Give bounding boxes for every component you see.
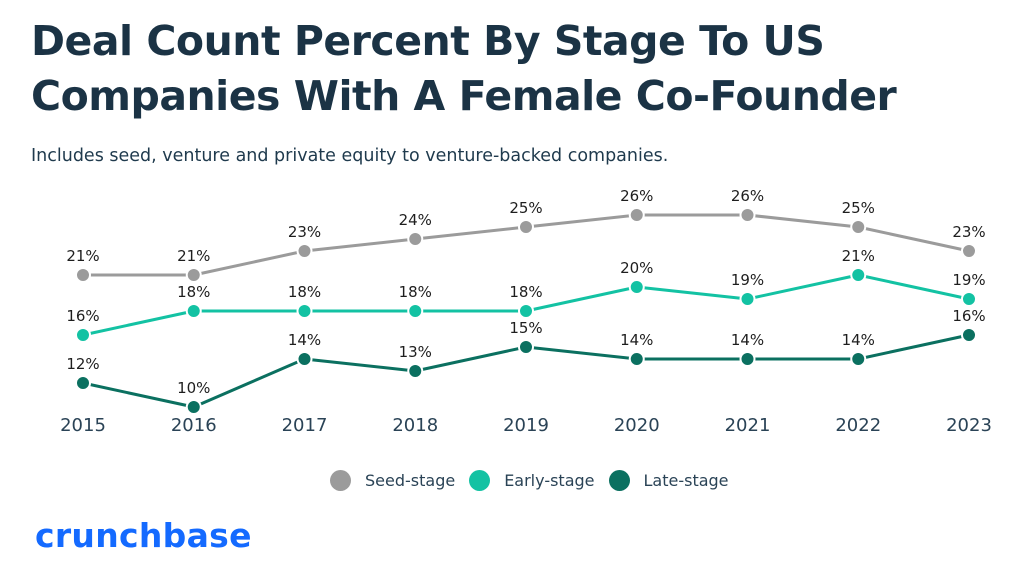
data-point-early-stage-2021 bbox=[739, 291, 756, 307]
line-segment-late-stage bbox=[304, 357, 416, 373]
data-label-seed-stage-2020: 26% bbox=[620, 187, 653, 205]
line-segment-early-stage bbox=[82, 309, 195, 337]
legend-label-seed-stage: Seed-stage bbox=[365, 471, 456, 490]
data-point-seed-stage-2016 bbox=[185, 267, 202, 283]
data-point-seed-stage-2021 bbox=[739, 207, 756, 223]
data-label-early-stage-2020: 20% bbox=[620, 259, 653, 277]
legend-swatch-late-stage bbox=[608, 470, 630, 491]
data-point-seed-stage-2015 bbox=[75, 267, 91, 283]
data-label-late-stage-2017: 14% bbox=[288, 331, 321, 349]
x-tick-label-2022: 2022 bbox=[835, 415, 881, 436]
x-tick-label-2018: 2018 bbox=[392, 415, 438, 436]
data-label-seed-stage-2018: 24% bbox=[399, 211, 432, 229]
data-point-early-stage-2016 bbox=[185, 303, 202, 319]
data-label-early-stage-2018: 18% bbox=[399, 283, 432, 301]
line-chart: 21% 21% 23% 24% 25% 26% 26% 25% 23% 16% 18% 18% 18% 1… bbox=[60, 187, 992, 436]
x-tick-label-2023: 2023 bbox=[946, 415, 992, 436]
data-label-early-stage-2023: 19% bbox=[952, 271, 985, 289]
x-tick-label-2020: 2020 bbox=[614, 415, 660, 436]
x-tick-label-2016: 2016 bbox=[171, 415, 217, 436]
legend-item-seed-stage: Seed-stage bbox=[330, 470, 455, 491]
data-point-early-stage-2015 bbox=[75, 327, 91, 343]
data-label-late-stage-2023: 16% bbox=[952, 307, 985, 325]
line-segment-late-stage bbox=[193, 357, 306, 409]
data-point-early-stage-2017 bbox=[296, 303, 313, 319]
data-label-seed-stage-2016: 21% bbox=[177, 247, 210, 265]
crunchbase-logo: crunchbase bbox=[35, 516, 252, 555]
line-segment-early-stage bbox=[525, 285, 638, 313]
data-point-seed-stage-2022 bbox=[850, 219, 867, 235]
legend-swatch-seed-stage bbox=[330, 470, 351, 491]
line-segment-late-stage bbox=[857, 333, 970, 361]
legend-label-early-stage: Early-stage bbox=[504, 471, 595, 490]
data-point-seed-stage-2019 bbox=[518, 219, 534, 235]
data-point-late-stage-2015 bbox=[75, 375, 91, 391]
legend-label-late-stage: Late-stage bbox=[643, 471, 729, 490]
chart-subtitle: Includes seed, venture and private equit… bbox=[31, 146, 669, 166]
data-label-late-stage-2020: 14% bbox=[620, 331, 653, 349]
data-label-late-stage-2018: 13% bbox=[399, 343, 432, 361]
line-segment-early-stage bbox=[857, 273, 970, 301]
data-label-early-stage-2015: 16% bbox=[66, 307, 99, 325]
line-segment-seed-stage bbox=[747, 213, 859, 229]
data-point-early-stage-2020 bbox=[628, 279, 645, 295]
data-label-early-stage-2022: 21% bbox=[842, 247, 875, 265]
legend: Seed-stage Early-stage Late-stage bbox=[330, 470, 743, 491]
data-label-late-stage-2016: 10% bbox=[177, 379, 210, 397]
data-point-seed-stage-2017 bbox=[296, 243, 313, 259]
line-segment-seed-stage bbox=[304, 237, 416, 253]
line-segment-seed-stage bbox=[525, 213, 637, 229]
data-point-early-stage-2023 bbox=[961, 291, 977, 307]
data-point-late-stage-2018 bbox=[407, 363, 424, 379]
line-segment-seed-stage bbox=[857, 225, 970, 253]
series-points bbox=[75, 207, 977, 415]
data-point-late-stage-2022 bbox=[850, 351, 867, 367]
data-labels: 21% 21% 23% 24% 25% 26% 26% 25% 23% 16% 18% 18% 18% 1… bbox=[66, 187, 985, 397]
data-point-seed-stage-2018 bbox=[407, 231, 424, 247]
data-label-late-stage-2015: 12% bbox=[66, 355, 99, 373]
line-segment-late-stage bbox=[414, 345, 527, 373]
data-label-early-stage-2019: 18% bbox=[509, 283, 542, 301]
line-segment-early-stage bbox=[747, 273, 859, 301]
line-segment-late-stage bbox=[525, 345, 637, 361]
x-axis-ticks: 2015 2016 2017 2018 2019 2020 2021 2022 2023 bbox=[60, 415, 992, 436]
data-label-seed-stage-2022: 25% bbox=[842, 199, 875, 217]
line-segment-late-stage bbox=[82, 381, 195, 409]
chart-title: Deal Count Percent By Stage To US Compan… bbox=[31, 17, 897, 120]
data-label-seed-stage-2017: 23% bbox=[288, 223, 321, 241]
data-label-late-stage-2019: 15% bbox=[509, 319, 542, 337]
data-point-late-stage-2017 bbox=[296, 351, 313, 367]
data-point-seed-stage-2020 bbox=[628, 207, 645, 223]
data-point-early-stage-2018 bbox=[407, 303, 424, 319]
data-label-early-stage-2017: 18% bbox=[288, 283, 321, 301]
data-point-late-stage-2020 bbox=[628, 351, 645, 367]
data-point-early-stage-2019 bbox=[518, 303, 534, 319]
series-lines bbox=[82, 213, 970, 409]
data-point-late-stage-2019 bbox=[518, 339, 534, 355]
legend-swatch-early-stage bbox=[469, 470, 491, 491]
legend-item-late-stage: Late-stage bbox=[608, 470, 729, 491]
data-point-early-stage-2022 bbox=[850, 267, 867, 283]
x-tick-label-2019: 2019 bbox=[503, 415, 549, 436]
data-point-late-stage-2023 bbox=[961, 327, 977, 343]
legend-item-early-stage: Early-stage bbox=[469, 470, 595, 491]
data-label-late-stage-2021: 14% bbox=[731, 331, 764, 349]
data-label-seed-stage-2015: 21% bbox=[66, 247, 99, 265]
data-label-early-stage-2021: 19% bbox=[731, 271, 764, 289]
x-tick-label-2015: 2015 bbox=[60, 415, 106, 436]
line-segment-early-stage bbox=[636, 285, 748, 301]
line-segment-seed-stage bbox=[415, 225, 527, 241]
line-segment-seed-stage bbox=[193, 249, 305, 277]
data-point-late-stage-2021 bbox=[739, 351, 756, 367]
data-label-seed-stage-2023: 23% bbox=[952, 223, 985, 241]
data-label-early-stage-2016: 18% bbox=[177, 283, 210, 301]
data-label-seed-stage-2019: 25% bbox=[509, 199, 542, 217]
x-tick-label-2017: 2017 bbox=[282, 415, 328, 436]
data-point-late-stage-2016 bbox=[185, 399, 202, 415]
data-label-late-stage-2022: 14% bbox=[842, 331, 875, 349]
data-point-seed-stage-2023 bbox=[961, 243, 977, 259]
data-label-seed-stage-2021: 26% bbox=[731, 187, 764, 205]
x-tick-label-2021: 2021 bbox=[725, 415, 771, 436]
